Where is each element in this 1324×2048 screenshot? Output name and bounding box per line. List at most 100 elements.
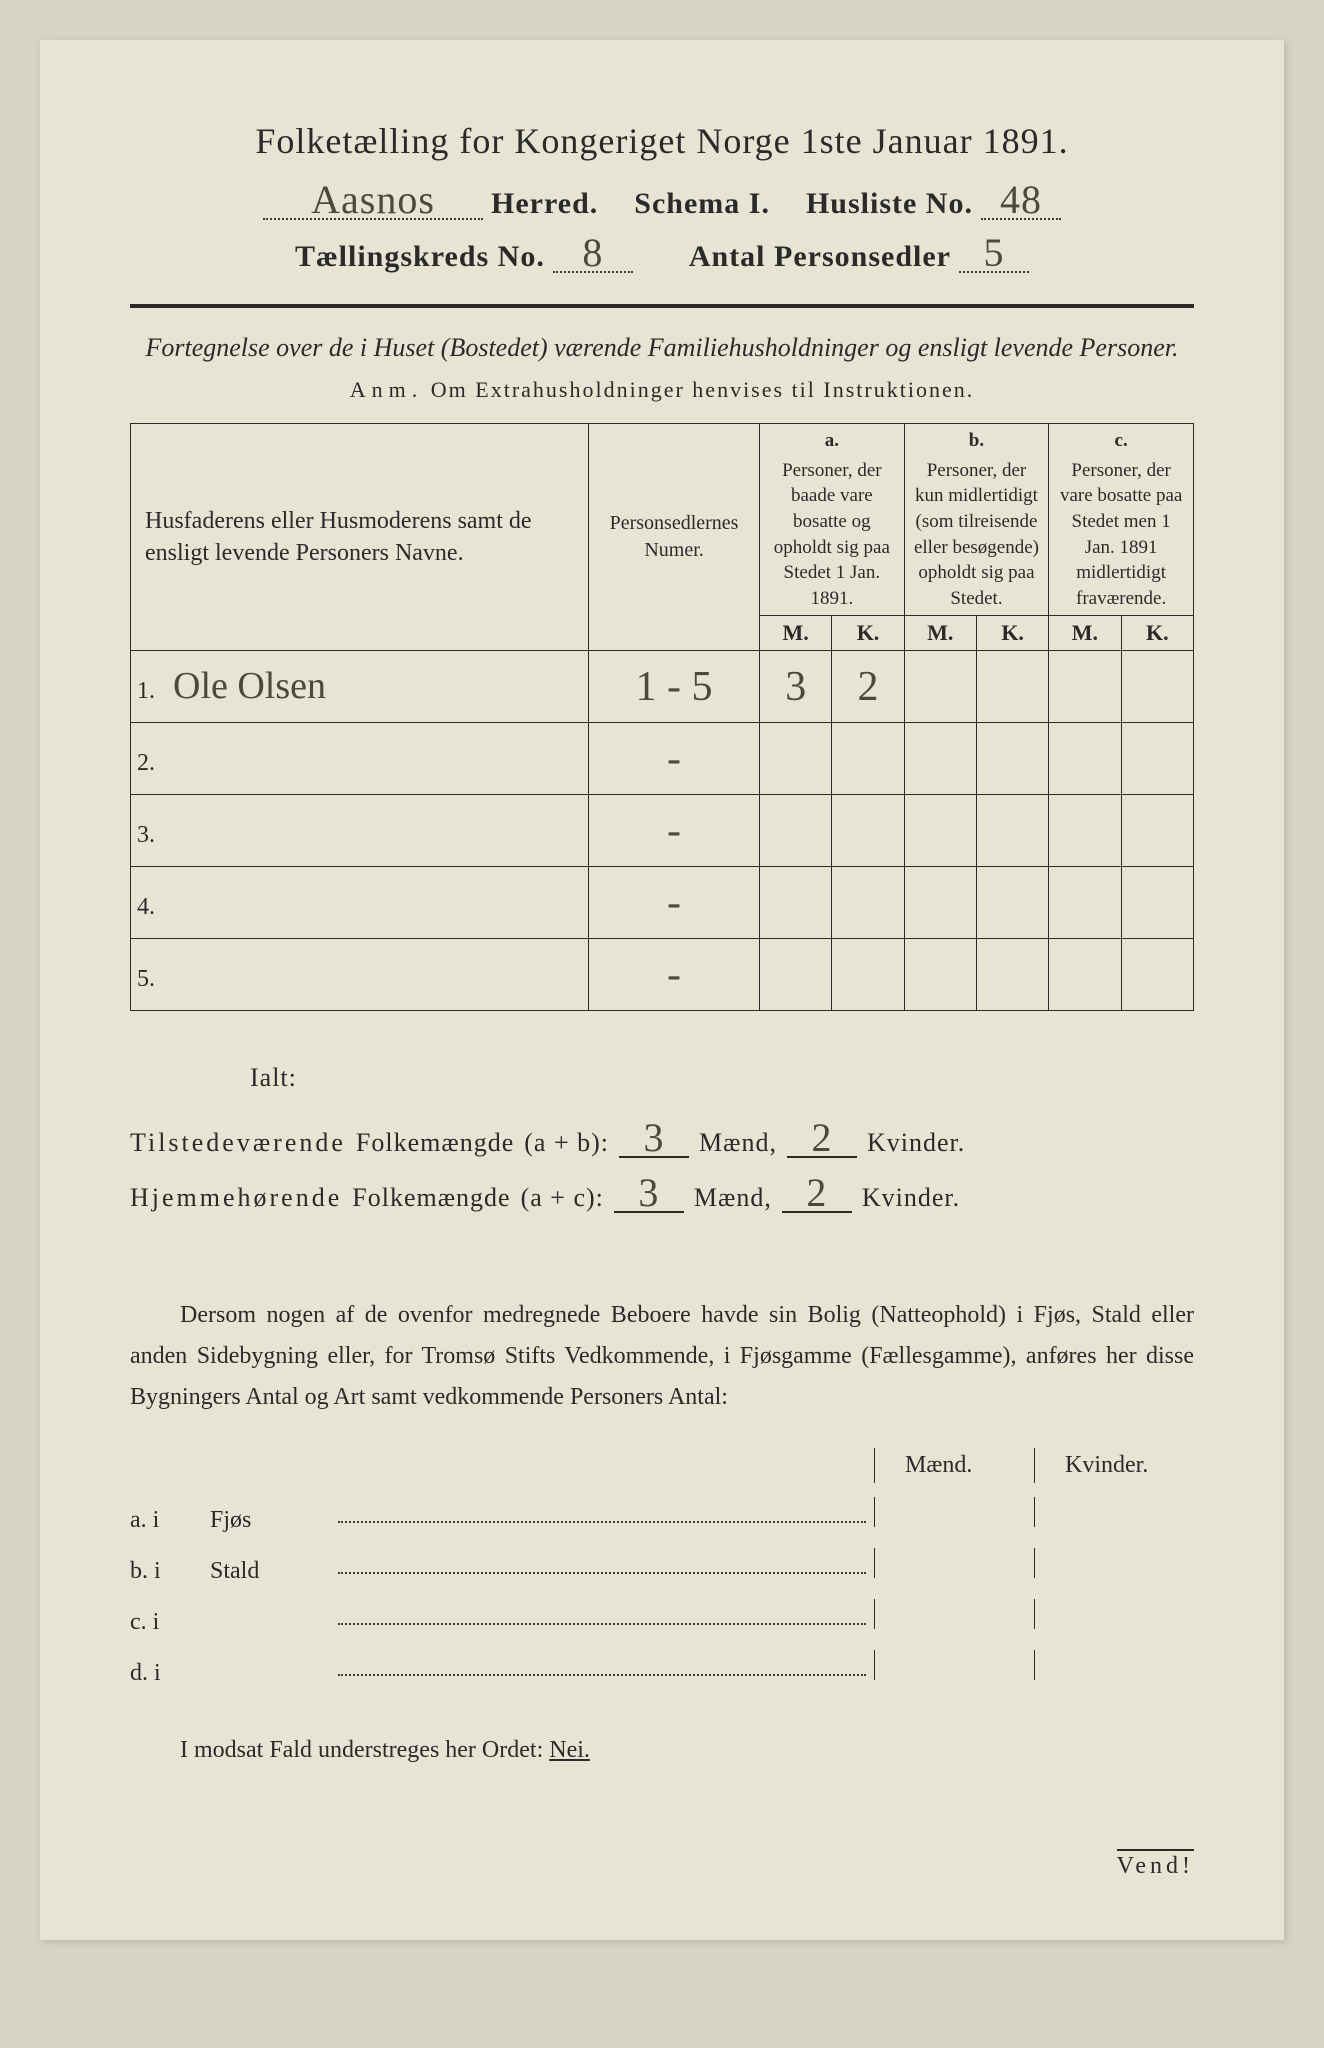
col-numer-header: Personsedlernes Numer. bbox=[589, 424, 760, 651]
row-ak-cell bbox=[832, 939, 904, 1011]
row-bm-cell bbox=[904, 867, 976, 939]
nei-line: I modsat Fald understreges her Ordet: Ne… bbox=[130, 1737, 1194, 1764]
row-bk-cell bbox=[976, 651, 1048, 723]
row-ck-cell bbox=[1121, 867, 1193, 939]
bottom-row: d. i bbox=[130, 1650, 1194, 1687]
tilstede-k: 2 bbox=[787, 1120, 857, 1158]
row-cm-cell bbox=[1049, 651, 1121, 723]
col-c-m: M. bbox=[1049, 616, 1121, 651]
row-cm-cell bbox=[1049, 939, 1121, 1011]
row-bk-cell bbox=[976, 795, 1048, 867]
col-b-m: M. bbox=[904, 616, 976, 651]
bottom-row-k bbox=[1034, 1650, 1194, 1680]
row-name-cell: 2. bbox=[131, 723, 589, 795]
col-b-k: K. bbox=[976, 616, 1048, 651]
row-cm-cell bbox=[1049, 723, 1121, 795]
row-name-cell: 3. bbox=[131, 795, 589, 867]
husliste-value: 48 bbox=[981, 182, 1061, 220]
note-paragraph: Dersom nogen af de ovenfor medregnede Be… bbox=[130, 1295, 1194, 1417]
bottom-row-type: Fjøs bbox=[210, 1507, 330, 1534]
row-am-cell: 3 bbox=[760, 651, 832, 723]
row-cm-cell bbox=[1049, 867, 1121, 939]
table-row: 4. - bbox=[131, 867, 1194, 939]
personsedler-label: Antal Personsedler bbox=[689, 240, 951, 274]
col-a-k: K. bbox=[832, 616, 904, 651]
anm-text: Om Extrahusholdninger henvises til Instr… bbox=[431, 377, 974, 402]
hjemme-line: Hjemmehørende Folkemængde (a + c): 3 Mæn… bbox=[130, 1171, 1194, 1226]
personsedler-value: 5 bbox=[959, 235, 1029, 273]
row-bm-cell bbox=[904, 795, 976, 867]
annotation-line: Anm. Om Extrahusholdninger henvises til … bbox=[130, 377, 1194, 403]
description: Fortegnelse over de i Huset (Bostedet) v… bbox=[130, 328, 1194, 367]
bottom-row-dots bbox=[338, 1623, 866, 1625]
kreds-value: 8 bbox=[553, 235, 633, 273]
bottom-row-m bbox=[874, 1548, 1034, 1578]
row-numer-cell: - bbox=[589, 723, 760, 795]
bottom-row-m bbox=[874, 1599, 1034, 1629]
tilstede-m: 3 bbox=[619, 1120, 689, 1158]
table-body: 1. Ole Olsen 1 - 5 3 2 2. - 3. - bbox=[131, 651, 1194, 1011]
row-numer-cell: - bbox=[589, 867, 760, 939]
rule-1 bbox=[130, 304, 1194, 308]
bottom-row-label: a. i bbox=[130, 1507, 210, 1534]
bottom-row-k bbox=[1034, 1548, 1194, 1578]
col-c-header: c. Personer, der vare bosatte paa Stedet… bbox=[1049, 424, 1194, 616]
bottom-row-dots bbox=[338, 1674, 866, 1676]
anm-prefix: Anm. bbox=[350, 377, 424, 402]
main-table: Husfaderens eller Husmoderens samt de en… bbox=[130, 423, 1194, 1011]
row-numer-cell: 1 - 5 bbox=[589, 651, 760, 723]
main-title: Folketælling for Kongeriget Norge 1ste J… bbox=[130, 120, 1194, 162]
form-header: Folketælling for Kongeriget Norge 1ste J… bbox=[130, 120, 1194, 274]
row-ak-cell bbox=[832, 795, 904, 867]
col-b-header: b. Personer, der kun midlertidigt (som t… bbox=[904, 424, 1049, 616]
row-ck-cell bbox=[1121, 651, 1193, 723]
row-bm-cell bbox=[904, 939, 976, 1011]
vend-label: Vend! bbox=[1117, 1849, 1194, 1880]
row-ck-cell bbox=[1121, 939, 1193, 1011]
col-a-header: a. Personer, der baade vare bosatte og o… bbox=[760, 424, 905, 616]
row-bm-cell bbox=[904, 651, 976, 723]
bottom-row-dots bbox=[338, 1572, 866, 1574]
hjemme-label: Hjemmehørende bbox=[130, 1171, 342, 1226]
col-c-k: K. bbox=[1121, 616, 1193, 651]
table-row: 1. Ole Olsen 1 - 5 3 2 bbox=[131, 651, 1194, 723]
bottom-row-label: b. i bbox=[130, 1558, 210, 1585]
row-numer-cell: - bbox=[589, 939, 760, 1011]
row-ak-cell: 2 bbox=[832, 651, 904, 723]
row-ck-cell bbox=[1121, 723, 1193, 795]
col-name-header: Husfaderens eller Husmoderens samt de en… bbox=[131, 424, 589, 651]
table-row: 3. - bbox=[131, 795, 1194, 867]
row-ck-cell bbox=[1121, 795, 1193, 867]
bottom-header: Mænd. Kvinder. bbox=[130, 1448, 1194, 1483]
row-bk-cell bbox=[976, 723, 1048, 795]
row-am-cell bbox=[760, 867, 832, 939]
row-ak-cell bbox=[832, 867, 904, 939]
row-name-cell: 5. bbox=[131, 939, 589, 1011]
husliste-label: Husliste No. bbox=[806, 187, 973, 221]
hjemme-k: 2 bbox=[782, 1175, 852, 1213]
bottom-row: b. i Stald bbox=[130, 1548, 1194, 1585]
row-name-cell: 4. bbox=[131, 867, 589, 939]
bottom-kvinder-header: Kvinder. bbox=[1034, 1448, 1194, 1483]
tilstede-line: Tilstedeværende Folkemængde (a + b): 3 M… bbox=[130, 1116, 1194, 1171]
row-cm-cell bbox=[1049, 795, 1121, 867]
bottom-row-label: d. i bbox=[130, 1660, 210, 1687]
tilstede-label: Tilstedeværende bbox=[130, 1116, 346, 1171]
totals-section: Ialt: Tilstedeværende Folkemængde (a + b… bbox=[130, 1051, 1194, 1225]
row-ak-cell bbox=[832, 723, 904, 795]
row-am-cell bbox=[760, 939, 832, 1011]
census-form-page: Folketælling for Kongeriget Norge 1ste J… bbox=[40, 40, 1284, 1940]
row-bk-cell bbox=[976, 867, 1048, 939]
bottom-row: a. i Fjøs bbox=[130, 1497, 1194, 1534]
bottom-row-k bbox=[1034, 1497, 1194, 1527]
row-numer-cell: - bbox=[589, 795, 760, 867]
bottom-row-m bbox=[874, 1497, 1034, 1527]
herred-value: Aasnos bbox=[263, 182, 483, 220]
hjemme-m: 3 bbox=[614, 1175, 684, 1213]
table-row: 2. - bbox=[131, 723, 1194, 795]
row-name-cell: 1. Ole Olsen bbox=[131, 651, 589, 723]
bottom-row-k bbox=[1034, 1599, 1194, 1629]
bottom-row-type: Stald bbox=[210, 1558, 330, 1585]
kreds-label: Tællingskreds No. bbox=[295, 240, 545, 274]
bottom-row: c. i bbox=[130, 1599, 1194, 1636]
